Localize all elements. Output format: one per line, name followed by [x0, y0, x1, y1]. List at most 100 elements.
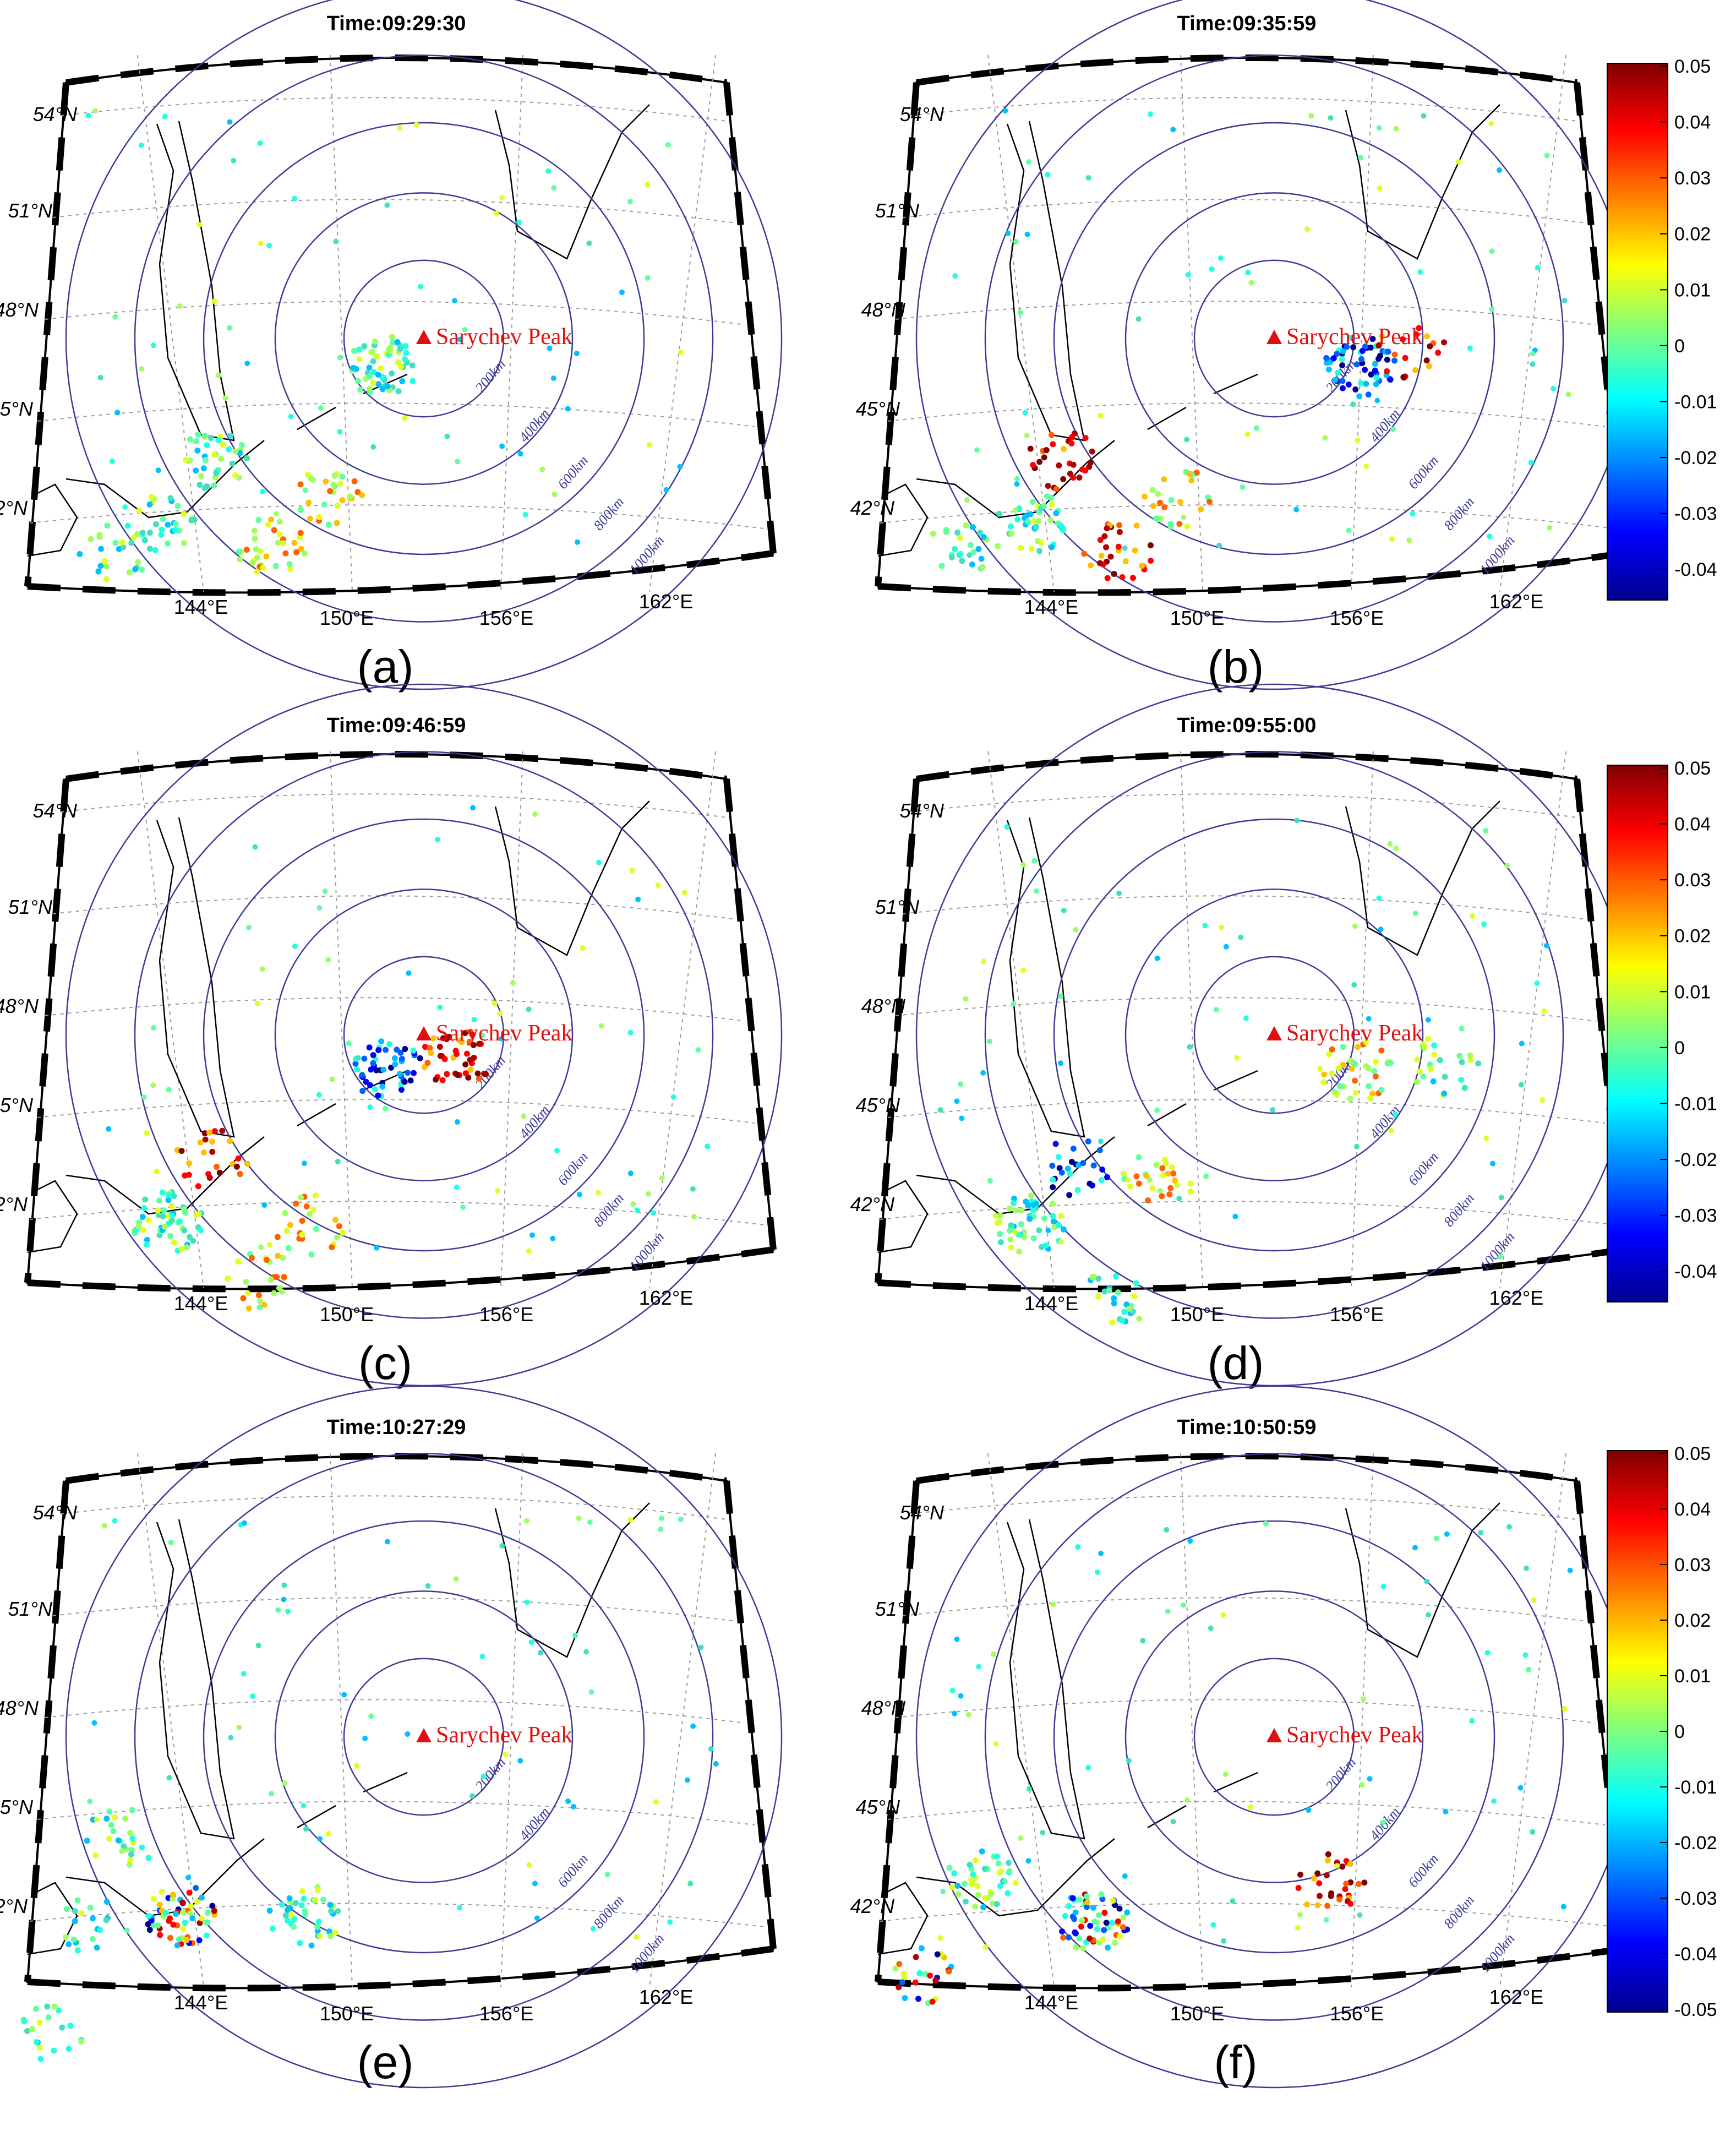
- gnss-station-dot: [317, 1836, 323, 1842]
- gnss-station-dot: [1008, 1244, 1014, 1251]
- gnss-station-dot: [645, 182, 651, 188]
- gnss-station-dot: [1041, 1215, 1047, 1222]
- frame-bottom-ticks: [27, 550, 774, 596]
- gnss-station-dot: [443, 1036, 450, 1043]
- gnss-station-dot: [301, 1802, 307, 1808]
- gnss-station-dot: [1324, 1903, 1331, 1909]
- gnss-station-dot: [1321, 1071, 1328, 1078]
- gnss-station-dot: [268, 1277, 274, 1283]
- map-panel-b: Time:09:35:59200km400km600km800km1000kmS…: [850, 0, 1633, 693]
- gnss-station-dot: [260, 564, 266, 571]
- lon-label: 150°E: [1170, 2002, 1224, 2025]
- lat-label: 51°N: [8, 1598, 53, 1620]
- gnss-station-dot: [957, 535, 964, 541]
- gnss-station-dot: [1030, 1207, 1036, 1214]
- gnss-station-dot: [1150, 503, 1157, 509]
- gnss-station-dot: [1530, 361, 1536, 367]
- gnss-station-dot: [1002, 1878, 1008, 1884]
- gnss-station-dot: [122, 504, 128, 510]
- gnss-station-dot: [146, 546, 153, 552]
- gnss-station-dot: [384, 1539, 390, 1545]
- gnss-station-dot: [444, 1071, 450, 1077]
- gnss-station-dot: [1506, 1524, 1513, 1530]
- gnss-station-dot: [1497, 167, 1503, 173]
- gnss-station-dot: [193, 438, 200, 445]
- gnss-station-dot: [1060, 476, 1067, 482]
- gnss-station-dot: [354, 1763, 360, 1769]
- gnss-station-dot: [665, 141, 671, 148]
- coastline-sakhalin: [156, 1519, 235, 1840]
- gnss-station-dot: [226, 446, 232, 453]
- gnss-station-dot: [211, 1128, 218, 1135]
- gnss-station-dot: [114, 410, 121, 416]
- colorbar-tick-label: -0.03: [1674, 504, 1717, 525]
- gnss-station-dot: [1518, 1082, 1524, 1088]
- gnss-station-dot: [255, 517, 262, 524]
- gnss-station-dot: [1308, 113, 1314, 119]
- gnss-station-dot: [227, 325, 233, 331]
- gnss-station-dot: [576, 1516, 582, 1522]
- gnss-station-dot: [538, 1650, 544, 1656]
- gnss-station-dot: [974, 1883, 981, 1889]
- gnss-station-dot: [185, 1874, 192, 1881]
- gnss-station-dot: [969, 561, 975, 568]
- gnss-station-dot: [410, 378, 416, 384]
- gnss-station-dot: [198, 473, 204, 479]
- gnss-station-dot: [97, 1927, 103, 1933]
- gnss-station-dot: [1111, 571, 1117, 577]
- gnss-station-dot: [645, 1191, 651, 1197]
- coastline-honshu: [877, 483, 929, 557]
- gnss-station-dot: [586, 241, 592, 247]
- gnss-station-dot: [1090, 1904, 1096, 1911]
- gnss-station-dot: [1077, 1896, 1083, 1903]
- gnss-station-dot: [1347, 1058, 1354, 1064]
- gnss-station-dot: [202, 456, 209, 463]
- gnss-station-dot: [1540, 1097, 1546, 1103]
- colorbar-tick-label: -0.01: [1674, 391, 1717, 412]
- gnss-station-dot: [383, 1047, 389, 1053]
- gnss-station-dot: [690, 1186, 696, 1192]
- gnss-station-dot: [249, 559, 256, 566]
- gnss-station-dot: [227, 432, 234, 439]
- gnss-station-dot: [1120, 1924, 1126, 1931]
- gnss-station-dot: [128, 1847, 135, 1854]
- lat-label: 42°N: [0, 497, 28, 519]
- gnss-station-dot: [275, 1252, 281, 1259]
- gnss-station-dot: [627, 199, 633, 205]
- gnss-station-dot: [292, 195, 298, 201]
- gnss-station-dot: [691, 1213, 697, 1219]
- gnss-station-dot: [1324, 1857, 1331, 1864]
- gnss-station-dot: [126, 1862, 133, 1868]
- gnss-station-dot: [463, 1050, 470, 1057]
- colorbar-tick-label: 0: [1674, 1038, 1685, 1059]
- gnss-station-dot: [187, 1910, 193, 1917]
- gnss-station-dot: [929, 1998, 936, 2005]
- gnss-station-dot: [958, 1693, 964, 1699]
- gnss-station-dot: [460, 1204, 466, 1210]
- gnss-station-dot: [1147, 1177, 1153, 1183]
- gnss-station-dot: [196, 222, 202, 228]
- gnss-station-dot: [1136, 1154, 1142, 1160]
- gnss-station-dot: [1357, 1912, 1363, 1918]
- distance-ring: [134, 1453, 714, 2021]
- gnss-station-dot: [308, 475, 314, 482]
- distance-ring: [65, 1385, 783, 2089]
- gnss-station-dot: [937, 1107, 943, 1113]
- gnss-station-dot: [298, 1902, 305, 1909]
- gnss-station-dot: [1061, 445, 1067, 452]
- gnss-station-dot: [150, 1082, 156, 1088]
- gnss-station-dot: [1459, 1026, 1465, 1032]
- graticule-parallel: [903, 199, 1587, 224]
- gnss-station-dot: [1002, 108, 1008, 114]
- gnss-station-dot: [78, 2038, 85, 2045]
- lat-label: 51°N: [875, 896, 920, 918]
- gnss-station-dot: [962, 1898, 969, 1905]
- gnss-station-dot: [1339, 1863, 1346, 1870]
- gnss-station-dot: [1059, 1928, 1066, 1934]
- gnss-station-dot: [1326, 1051, 1333, 1058]
- gnss-station-dot: [653, 1798, 659, 1805]
- lon-label: 162°E: [1489, 1986, 1543, 2008]
- lat-label: 45°N: [0, 397, 34, 420]
- gnss-station-dot: [993, 1901, 1000, 1907]
- gnss-station-dot: [186, 1160, 193, 1167]
